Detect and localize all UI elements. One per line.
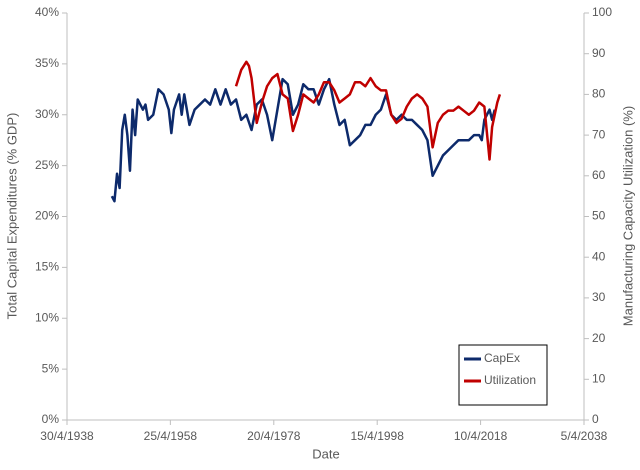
x-tick-label: 5/4/2038 — [561, 429, 608, 443]
series-line — [110, 77, 496, 203]
y2-tick-label: 90 — [592, 46, 606, 60]
y-tick-label: 35% — [35, 56, 59, 70]
legend-box — [458, 344, 548, 406]
y-tick-label: 15% — [35, 260, 59, 274]
y-tick-label: 10% — [35, 310, 59, 324]
x-axis-label: Date — [312, 446, 339, 461]
series-line — [234, 60, 502, 161]
y-tick-label: 5% — [42, 361, 60, 375]
y2-tick-label: 0 — [592, 412, 599, 426]
legend-label: Utilization — [484, 373, 536, 387]
y2-tick-label: 20 — [592, 331, 606, 345]
y-axis-label: Total Capital Expenditures (% GDP) — [4, 113, 19, 320]
y-tick-label: 30% — [35, 107, 59, 121]
y2-tick-label: 60 — [592, 168, 606, 182]
y2-tick-label: 30 — [592, 290, 606, 304]
y2-tick-label: 40 — [592, 249, 606, 263]
y2-tick-label: 100 — [592, 5, 612, 19]
x-tick-label: 15/4/1998 — [351, 429, 405, 443]
y2-tick-label: 70 — [592, 127, 606, 141]
x-tick-label: 30/4/1938 — [40, 429, 94, 443]
legend-label: CapEx — [484, 351, 520, 365]
y-tick-label: 20% — [35, 209, 59, 223]
y2-tick-label: 10 — [592, 371, 606, 385]
y-tick-label: 40% — [35, 5, 59, 19]
x-tick-label: 20/4/1978 — [247, 429, 301, 443]
x-tick-label: 10/4/2018 — [454, 429, 508, 443]
y2-tick-label: 80 — [592, 87, 606, 101]
y2-axis-label: Manufacturing Capacity Utilization (%) — [620, 106, 635, 326]
x-tick-label: 25/4/1958 — [144, 429, 198, 443]
y-tick-label: 0% — [42, 412, 60, 426]
y2-tick-label: 50 — [592, 209, 606, 223]
y-tick-label: 25% — [35, 158, 59, 172]
